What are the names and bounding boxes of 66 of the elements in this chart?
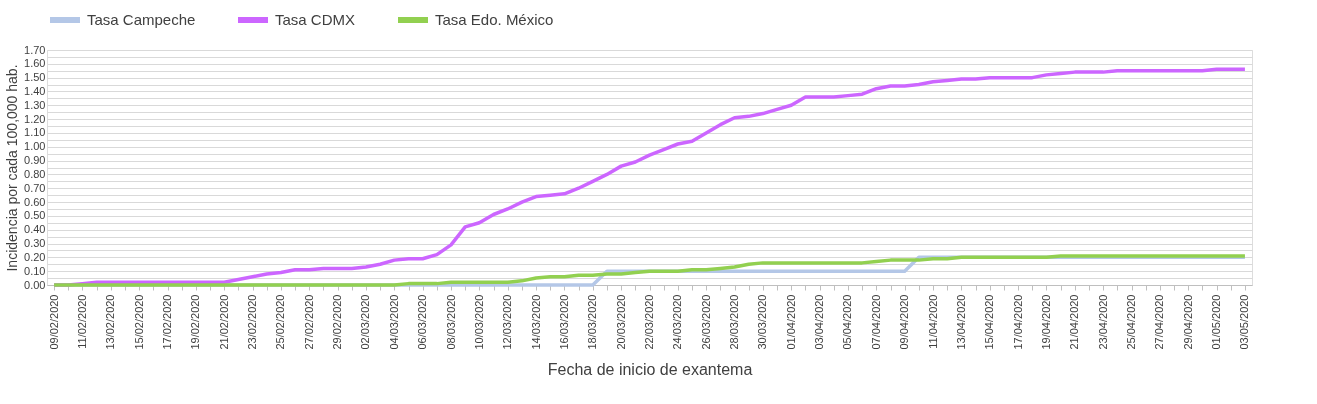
y-tick-label: 0.90 [24,154,46,167]
x-tick-label: 29/04/2020 [1181,294,1194,350]
x-tick-label: 06/03/2020 [416,294,429,350]
x-tick-label: 17/02/2020 [161,294,173,350]
x-tick-label: 11/02/2020 [75,294,88,349]
x-tick-label: 13/02/2020 [104,294,117,350]
y-tick-label: 0.40 [24,223,46,236]
x-tick-label: 01/04/2020 [784,294,797,350]
y-tick-label: 0.30 [24,237,46,250]
x-tick-label: 13/04/2020 [954,294,967,350]
x-tick-label: 28/03/2020 [728,294,741,350]
x-tick-label: 21/04/2020 [1068,294,1081,350]
x-tick-label: 30/03/2020 [756,294,769,350]
y-tick-label: 0.80 [24,167,46,180]
x-tick-label: 26/03/2020 [699,294,712,350]
x-tick-label: 17/04/2020 [1011,294,1024,350]
x-tick-label: 15/02/2020 [132,294,145,350]
x-tick-label: 09/02/2020 [47,294,60,350]
x-tick-label: 18/03/2020 [586,294,599,350]
y-tick-label: 1.20 [24,112,46,125]
x-tick-label: 02/03/2020 [359,294,372,350]
x-tick-label: 29/02/2020 [331,294,344,350]
x-tick-label: 05/04/2020 [841,294,854,350]
y-tick-label: 1.40 [24,84,46,97]
x-tick-label: 20/03/2020 [614,294,627,350]
y-tick-label: 1.10 [24,126,46,139]
y-tick-label: 0.70 [24,181,46,194]
y-tick-label: 1.00 [24,140,46,153]
x-tick-label: 11/04/2020 [926,294,939,349]
y-tick-label: 0.50 [24,209,46,222]
x-tick-label: 01/05/2020 [1210,294,1223,350]
y-tick-label: 0.00 [24,278,46,291]
x-tick-label: 15/04/2020 [983,294,996,350]
x-tick-label: 03/05/2020 [1238,294,1251,350]
x-tick-label: 14/03/2020 [529,294,542,350]
y-tick-label: 1.30 [24,98,46,111]
legend-label: Tasa Campeche [87,11,196,28]
y-tick-label: 0.10 [24,264,46,277]
x-tick-label: 21/02/2020 [217,294,230,350]
y-tick-label: 1.70 [24,43,46,56]
y-tick-label: 0.60 [24,195,46,208]
x-tick-label: 03/04/2020 [813,294,826,350]
x-tick-label: 12/03/2020 [501,294,514,350]
legend-label: Tasa Edo. México [435,11,554,28]
x-tick-label: 22/03/2020 [643,294,655,350]
x-tick-label: 23/02/2020 [246,294,259,350]
y-tick-label: 1.50 [24,71,46,84]
x-tick-label: 23/04/2020 [1096,294,1109,350]
legend-label: Tasa CDMX [275,11,356,28]
x-tick-label: 24/03/2020 [671,294,684,350]
y-axis-title: Incidencia por cada 100,000 hab. [4,64,21,272]
x-tick-label: 07/04/2020 [869,294,882,350]
x-axis-title: Fecha de inicio de exantema [547,360,753,378]
x-tick-label: 25/02/2020 [274,294,287,350]
x-tick-label: 25/04/2020 [1125,294,1137,350]
x-tick-label: 08/03/2020 [444,294,457,350]
x-tick-label: 04/03/2020 [387,294,400,350]
x-tick-label: 09/04/2020 [898,294,911,350]
y-tick-label: 0.20 [24,250,46,263]
x-tick-label: 27/04/2020 [1153,294,1166,350]
x-tick-label: 16/03/2020 [557,294,570,350]
x-tick-label: 10/03/2020 [472,294,485,350]
x-tick-label: 19/04/2020 [1039,294,1052,350]
y-tick-label: 1.60 [24,57,46,70]
x-tick-label: 27/02/2020 [302,294,315,350]
x-tick-label: 19/02/2020 [189,294,202,350]
